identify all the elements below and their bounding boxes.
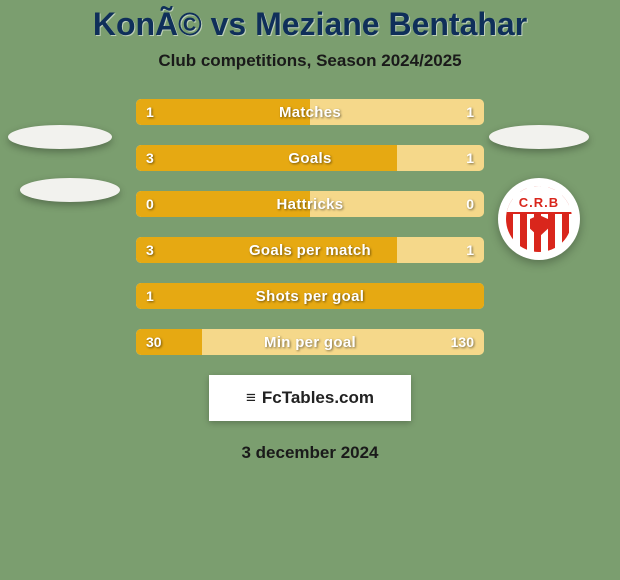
stat-bar-label: Goals — [136, 145, 484, 171]
fctables-logo[interactable]: ≡ FcTables.com — [209, 375, 411, 421]
page-title: KonÃ© vs Meziane Bentahar — [0, 0, 620, 51]
stat-bar-label: Goals per match — [136, 237, 484, 263]
player2-club-ellipse-1 — [489, 125, 589, 149]
crb-badge-inner: C.R.B — [506, 186, 572, 252]
date-text: 3 december 2024 — [0, 443, 620, 463]
player1-club-ellipse-2 — [20, 178, 120, 202]
subtitle: Club competitions, Season 2024/2025 — [0, 51, 620, 71]
comparison-infographic: KonÃ© vs Meziane Bentahar Club competiti… — [0, 0, 620, 580]
stat-bar-row: 31Goals per match — [136, 237, 484, 263]
stat-bar-label: Hattricks — [136, 191, 484, 217]
fctables-text: FcTables.com — [262, 388, 374, 408]
stat-bar-row: 30130Min per goal — [136, 329, 484, 355]
stat-bar-row: 31Goals — [136, 145, 484, 171]
fctables-glyph-icon: ≡ — [246, 388, 256, 408]
stat-bars: 11Matches 31Goals 00Hattricks 31Goals per m… — [136, 99, 484, 355]
stat-bar-row: 00Hattricks — [136, 191, 484, 217]
stat-bar-label: Matches — [136, 99, 484, 125]
player2-club-badge-crb: C.R.B — [498, 178, 580, 260]
stat-bar-row: 1Shots per goal — [136, 283, 484, 309]
stat-bar-label: Min per goal — [136, 329, 484, 355]
crb-badge-text: C.R.B — [506, 186, 572, 214]
player1-club-ellipse-1 — [8, 125, 112, 149]
stat-bar-label: Shots per goal — [136, 283, 484, 309]
stat-bar-row: 11Matches — [136, 99, 484, 125]
